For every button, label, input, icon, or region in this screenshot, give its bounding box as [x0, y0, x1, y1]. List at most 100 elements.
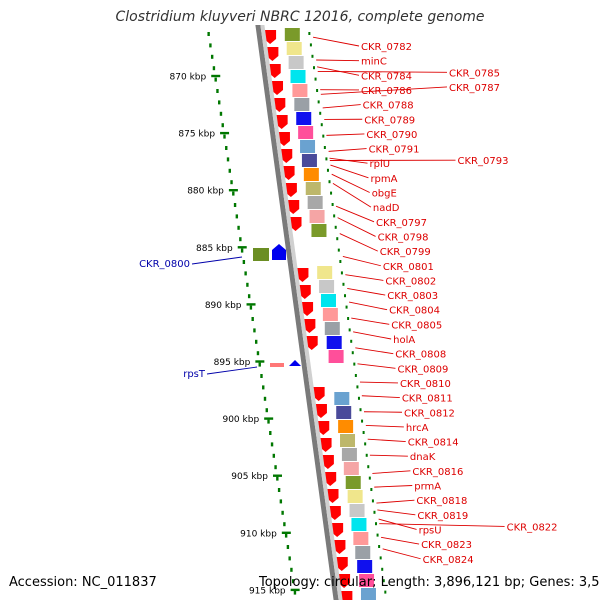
ruler-dot [249, 305, 253, 310]
leader-line [363, 411, 403, 413]
feature-label: rpsU [419, 525, 442, 536]
ruler-dot [290, 567, 293, 572]
leader-line [348, 301, 388, 311]
cds-arrow [301, 302, 314, 316]
ruler-dot [216, 89, 219, 93]
gene-box [347, 490, 363, 503]
ruler-tick-label: 895 kbp [214, 358, 251, 368]
feature-label: CKR_0804 [389, 306, 440, 317]
leader-line [317, 70, 448, 73]
ruler-tick-label: 890 kbp [205, 301, 242, 311]
feature-label: CKR_0788 [363, 101, 414, 112]
outer-track-dot [313, 66, 316, 70]
leader-line [367, 438, 406, 442]
feature-label: CKR_0803 [387, 291, 438, 302]
feature-label: CKR_0809 [397, 364, 448, 375]
ruler-tick [272, 474, 282, 477]
outer-track-dot [368, 476, 371, 480]
genome-summary-text: Topology: circular; Length: 3,896,121 bp… [259, 575, 600, 590]
gene-box [309, 210, 325, 223]
outer-track-dot [381, 567, 384, 571]
cds-arrow [296, 268, 309, 282]
ruler-dot [258, 362, 261, 367]
cds-arrow [266, 47, 279, 61]
outer-track-dot [326, 168, 329, 172]
gene-box [322, 308, 338, 321]
feature-label: CKR_0810 [400, 379, 451, 390]
ruler-tick [211, 74, 221, 78]
cds-arrow [282, 166, 295, 180]
outer-track-dot [382, 579, 385, 583]
gene-box [357, 560, 373, 573]
gene-box [284, 28, 300, 41]
gene-box [345, 476, 361, 489]
ruler-dot [240, 248, 244, 253]
leader-line [357, 363, 396, 369]
ruler-tick [255, 360, 265, 363]
reverse-gene-arrow [272, 244, 286, 260]
reverse-gene-box [253, 248, 269, 261]
leader-line [382, 548, 421, 560]
gene-box [298, 126, 314, 139]
gene-box [359, 574, 375, 587]
outer-track-dot [362, 431, 365, 434]
leader-line [353, 331, 392, 340]
ruler-dot [286, 545, 290, 549]
ruler-dot [242, 260, 246, 264]
leader-line [342, 255, 381, 267]
outer-track-dot [354, 374, 357, 377]
outer-track-dot [356, 385, 359, 389]
gene-box [301, 154, 317, 167]
outer-track-dot [340, 271, 343, 275]
ruler-tick-label: 900 kbp [222, 415, 259, 425]
ruler-dot [228, 168, 231, 173]
gene-box [292, 84, 308, 97]
gene-box [351, 518, 367, 531]
backbone [255, 25, 343, 600]
gene-box [290, 70, 306, 83]
outer-track-dot [364, 442, 367, 446]
gene-box [305, 182, 321, 195]
cds-arrow [268, 64, 281, 78]
outer-track-dot [334, 225, 337, 229]
cds-arrow [335, 557, 348, 571]
feature-label: CKR_0816 [412, 467, 463, 478]
gene-box [326, 336, 342, 349]
leader-line [339, 233, 378, 252]
leader-line [365, 425, 404, 428]
cds-arrow [324, 472, 337, 486]
outer-track-dot [322, 134, 325, 138]
ruler-dot [244, 271, 247, 276]
leader-line [355, 347, 394, 355]
ruler-dot [270, 442, 274, 447]
leader-line [369, 454, 408, 457]
leader-line [191, 256, 243, 265]
outer-track-dot [309, 43, 312, 47]
feature-label: rplU [370, 159, 391, 170]
outer-track-dot [375, 522, 378, 526]
gene-box [338, 420, 354, 433]
ruler-dot [207, 32, 210, 36]
gene-box [334, 392, 350, 405]
outer-track-dot [323, 146, 326, 149]
cds-arrow [289, 217, 302, 231]
ruler-dot [230, 180, 233, 185]
outer-track-dot [345, 305, 348, 309]
gene-box [294, 98, 310, 111]
ruler-dot [219, 111, 223, 116]
leader-line [377, 509, 416, 516]
reverse-gene-arrow [289, 360, 301, 366]
ruler-dot [279, 499, 283, 504]
leader-line [328, 148, 367, 152]
leader-line [381, 536, 420, 545]
feature-label: CKR_0800 [139, 259, 190, 270]
ruler-dot [210, 54, 214, 59]
gene-box [349, 504, 365, 517]
ruler-tick-label: 910 kbp [240, 529, 277, 539]
leader-line [331, 173, 370, 193]
cds-arrow [326, 489, 339, 503]
leader-line [372, 470, 411, 474]
cds-arrow [298, 285, 311, 299]
cds-arrow [312, 387, 325, 401]
ruler-dot [223, 134, 226, 139]
